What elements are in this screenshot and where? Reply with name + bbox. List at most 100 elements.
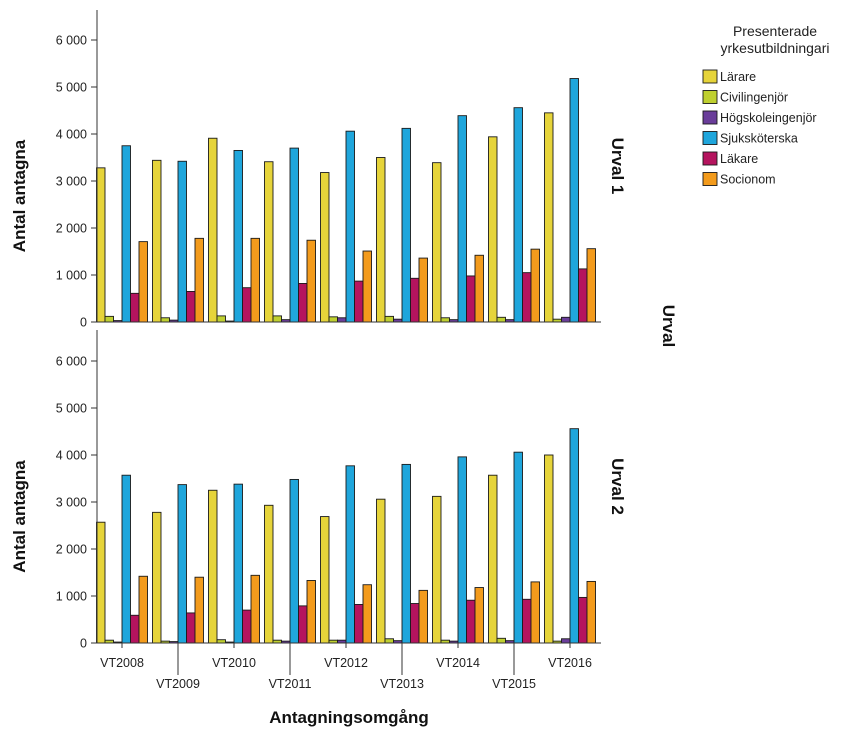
bar	[264, 504, 274, 644]
bar	[578, 268, 588, 323]
legend-label: Sjuksköterska	[720, 132, 798, 146]
bar	[561, 316, 571, 323]
y-tick-label: 2 000	[56, 543, 87, 557]
bar	[561, 638, 571, 644]
bar	[401, 463, 411, 644]
y-tick-label: 0	[80, 316, 87, 330]
legend-swatch	[702, 151, 718, 166]
bar	[522, 272, 532, 323]
bar	[194, 576, 204, 644]
bar	[410, 277, 420, 323]
bar	[488, 474, 498, 644]
legend-title: yrkesutbildningari	[721, 40, 830, 56]
bar	[496, 316, 506, 323]
bar	[569, 78, 579, 323]
facet-label: Urval 1	[608, 138, 627, 195]
x-tick-label: VT2012	[324, 656, 368, 670]
bar	[530, 581, 540, 644]
bar	[320, 516, 330, 644]
bar	[289, 478, 299, 644]
bar	[138, 575, 148, 644]
x-tick-label: VT2016	[548, 656, 592, 670]
bar	[289, 147, 299, 323]
bar	[474, 254, 484, 323]
bar	[418, 257, 428, 323]
bar	[345, 130, 355, 323]
bar	[440, 317, 450, 323]
legend-label: Läkare	[720, 152, 758, 166]
bar	[208, 489, 218, 644]
bar	[376, 498, 386, 644]
row-facet-title: Urval	[659, 305, 678, 348]
bar	[250, 574, 260, 644]
bar	[208, 137, 218, 323]
bar	[272, 315, 282, 323]
y-axis-title: Antal antagna	[10, 460, 29, 573]
bar	[432, 495, 442, 644]
bar	[488, 136, 498, 323]
bar	[418, 589, 428, 644]
bar	[194, 237, 204, 323]
legend-swatch	[702, 172, 718, 186]
y-tick-label: 2 000	[56, 222, 87, 236]
y-tick-label: 4 000	[56, 449, 87, 463]
bar	[152, 159, 162, 323]
y-tick-label: 3 000	[56, 175, 87, 189]
bar	[410, 603, 420, 644]
y-tick-label: 5 000	[56, 402, 87, 416]
legend-swatch	[702, 131, 718, 145]
y-tick-label: 1 000	[56, 269, 87, 283]
bar	[242, 287, 252, 323]
x-tick-label: VT2010	[212, 656, 256, 670]
y-tick-label: 6 000	[56, 355, 87, 369]
y-tick-label: 4 000	[56, 128, 87, 142]
bar	[130, 614, 140, 644]
bar	[96, 167, 106, 323]
y-tick-label: 3 000	[56, 496, 87, 510]
legend-swatch	[702, 69, 718, 84]
x-axis-title: Antagningsomgång	[269, 708, 429, 727]
bar	[586, 248, 596, 323]
bar	[104, 315, 114, 323]
bar	[177, 160, 187, 323]
bar	[384, 315, 394, 323]
bar	[432, 162, 442, 323]
bar	[233, 483, 243, 644]
legend-title: Presenterade	[733, 23, 817, 39]
x-tick-label: VT2014	[436, 656, 480, 670]
y-axis-title: Antal antagna	[10, 139, 29, 252]
bar	[320, 172, 330, 323]
bar	[328, 316, 338, 323]
bar	[544, 454, 554, 644]
x-tick-label: VT2009	[156, 677, 200, 691]
y-tick-label: 0	[80, 637, 87, 651]
x-tick-label: VT2013	[380, 677, 424, 691]
bar	[544, 112, 554, 323]
bar	[152, 511, 162, 644]
bar	[457, 456, 467, 644]
legend-label: Socionom	[720, 173, 776, 187]
bar	[513, 451, 523, 644]
bar	[130, 292, 140, 323]
bar	[354, 604, 364, 644]
legend-label: Lärare	[720, 70, 756, 84]
bar	[376, 157, 386, 323]
bar	[474, 587, 484, 644]
bar	[186, 291, 196, 323]
bar	[306, 580, 316, 644]
bar	[345, 465, 355, 644]
x-tick-label: VT2011	[269, 677, 312, 691]
bar	[401, 127, 411, 323]
bar	[457, 115, 467, 323]
bar	[522, 598, 532, 644]
bar	[121, 474, 131, 644]
bar	[466, 275, 476, 323]
bar	[337, 317, 347, 323]
y-tick-label: 1 000	[56, 590, 87, 604]
facet-label: Urval 2	[608, 458, 627, 515]
bar	[96, 521, 106, 644]
legend-label: Högskoleingenjör	[720, 111, 817, 125]
legend-swatch	[702, 90, 718, 104]
